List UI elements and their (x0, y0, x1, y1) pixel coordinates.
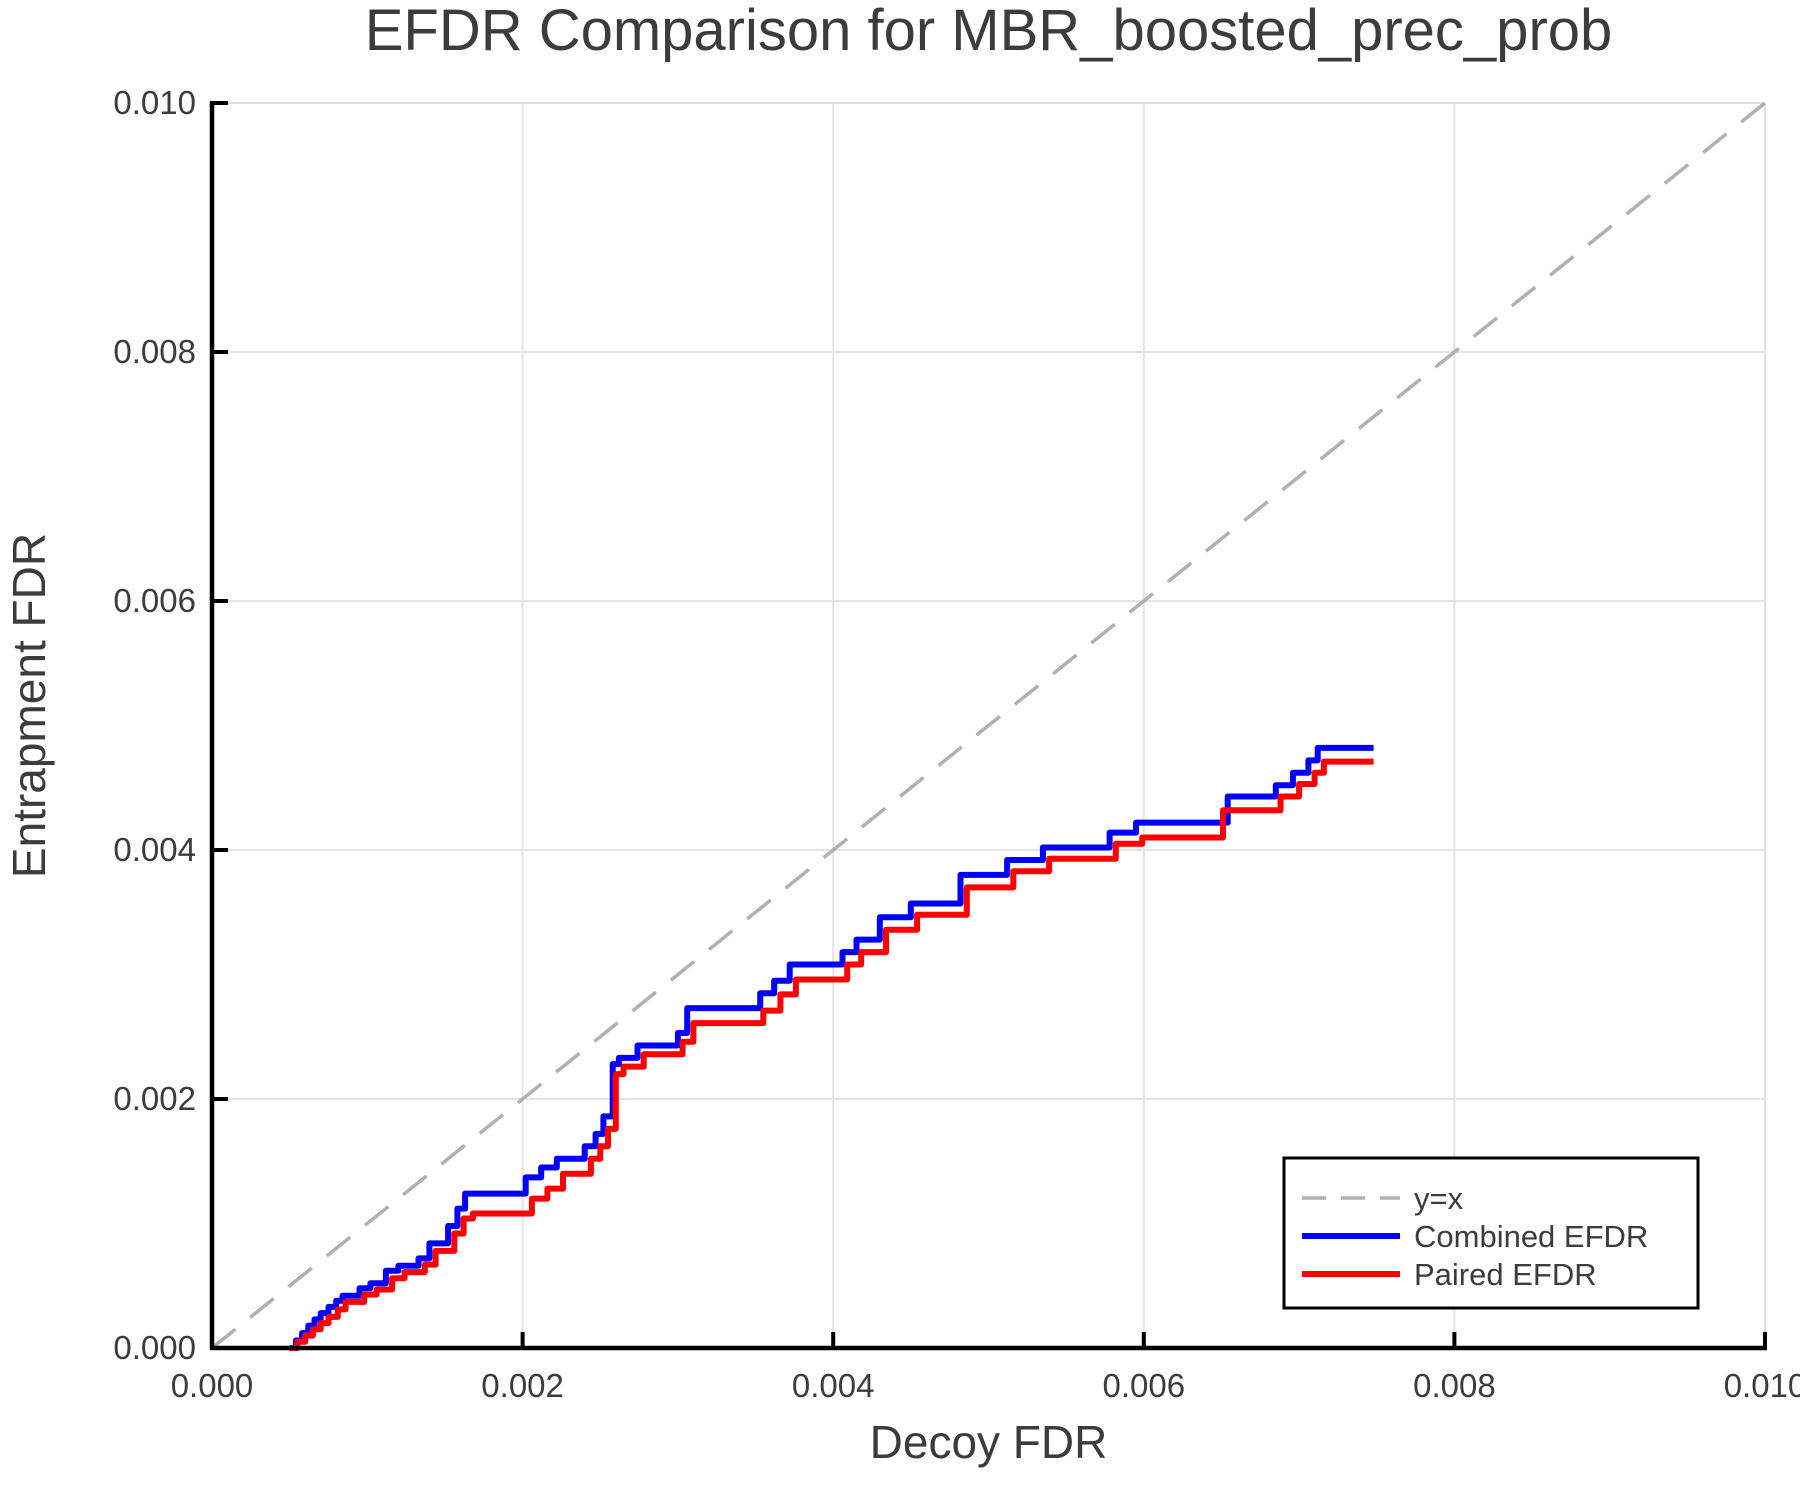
x-tick-label: 0.000 (171, 1367, 254, 1404)
x-axis-label: Decoy FDR (870, 1416, 1108, 1468)
y-tick-label: 0.004 (113, 831, 196, 868)
series-line-combined-efdr (289, 744, 1374, 1351)
y-axis-label: Entrapment FDR (3, 533, 55, 878)
y-tick-label: 0.006 (113, 582, 196, 619)
y-tick-label: 0.000 (113, 1329, 196, 1366)
y-tick-label: 0.008 (113, 333, 196, 370)
x-tick-label: 0.006 (1103, 1367, 1186, 1404)
x-tick-label: 0.002 (481, 1367, 564, 1404)
legend-label: y=x (1414, 1181, 1464, 1216)
legend-label: Combined EFDR (1414, 1219, 1648, 1254)
y-tick-label: 0.010 (113, 84, 196, 121)
series-line-paired-efdr (289, 758, 1374, 1351)
x-tick-label: 0.010 (1724, 1367, 1800, 1404)
chart-title: EFDR Comparison for MBR_boosted_prec_pro… (365, 0, 1613, 63)
x-tick-label: 0.008 (1413, 1367, 1496, 1404)
legend-label: Paired EFDR (1414, 1257, 1597, 1292)
x-tick-label: 0.004 (792, 1367, 875, 1404)
y-tick-label: 0.002 (113, 1080, 196, 1117)
series-line-y-x (210, 101, 1767, 1350)
